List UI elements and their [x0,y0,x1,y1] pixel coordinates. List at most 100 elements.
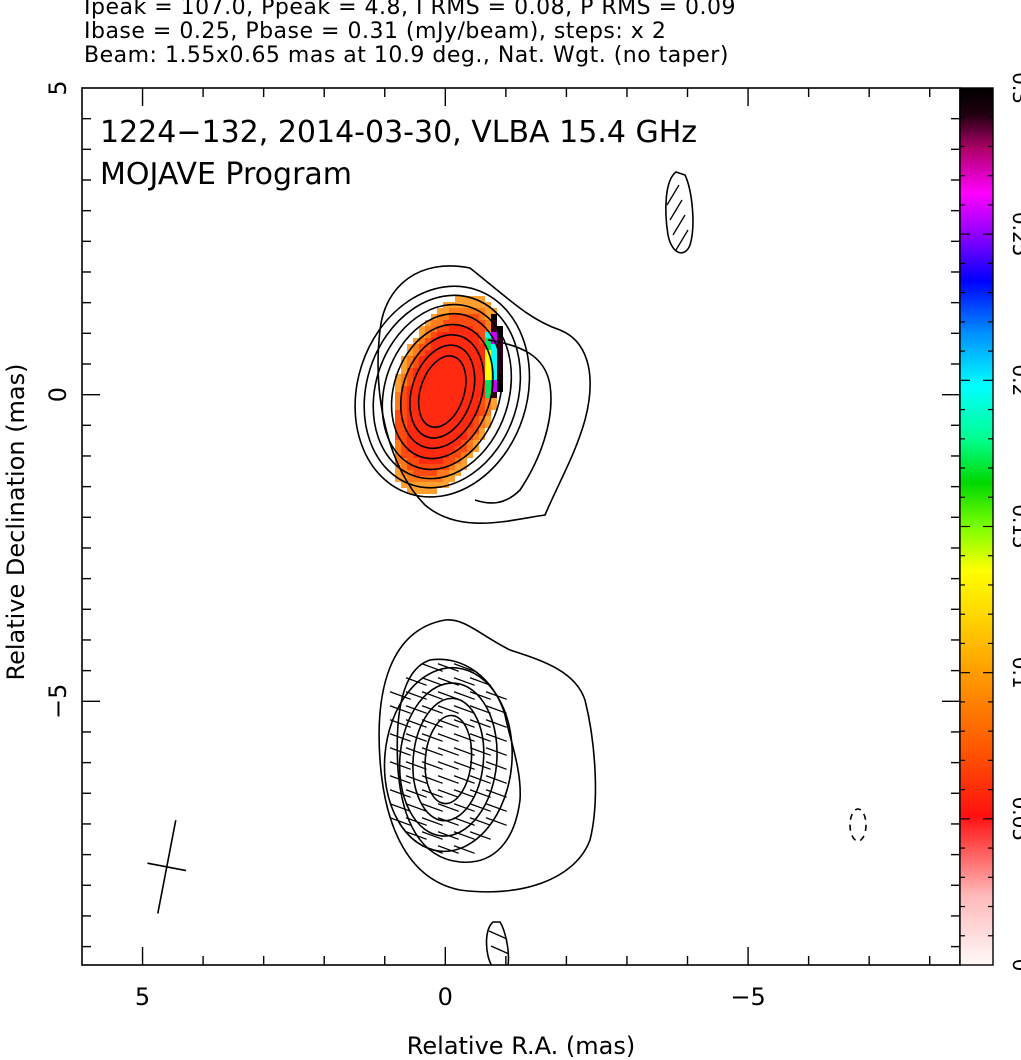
pol-pixel [461,362,467,368]
evpa-vector [405,803,427,812]
pol-pixel [497,338,503,344]
evpa-vector [389,719,411,728]
pol-pixel [419,344,425,350]
pol-pixel [461,410,467,416]
evpa-vector [485,775,507,784]
pol-pixel [413,422,419,428]
pol-pixel [449,470,455,476]
evpa-vector [669,199,683,221]
pol-pixel [473,374,479,380]
pol-pixel [419,332,425,338]
pol-pixel [431,410,437,416]
pol-pixel [443,422,449,428]
pol-pixel [461,464,467,470]
pol-pixel [401,392,407,398]
evpa-vector [453,845,475,854]
pol-pixel [461,332,467,338]
pol-pixel [455,314,461,320]
pol-pixel [419,392,425,398]
pol-pixel [431,392,437,398]
knot-contour [424,714,473,805]
pol-pixel [425,428,431,434]
pol-pixel [467,302,473,308]
pol-pixel [479,326,485,332]
pol-pixel [497,362,503,368]
evpa-vector [485,705,507,714]
pol-pixel [455,464,461,470]
pol-pixel [425,464,431,470]
pol-pixel [485,356,491,362]
pol-pixel [455,320,461,326]
pol-pixel [407,356,413,362]
evpa-vector [453,817,475,826]
pol-pixel [491,374,497,380]
evpa-vector [437,817,459,826]
pol-pixel [401,476,407,482]
pol-pixel [461,416,467,422]
pol-pixel [437,332,443,338]
pol-pixel [479,308,485,314]
pol-pixel [425,386,431,392]
pol-pixel [419,410,425,416]
pol-pixel [485,422,491,428]
pol-pixel [431,368,437,374]
evpa-vector [389,789,411,798]
pol-pixel [401,452,407,458]
pol-pixel [473,302,479,308]
pol-pixel [431,320,437,326]
pol-pixel [473,404,479,410]
pol-pixel [467,416,473,422]
pol-pixel [419,374,425,380]
pol-pixel [479,386,485,392]
pol-pixel [413,410,419,416]
pol-pixel [467,446,473,452]
colorbar-label: 0.3 [1008,72,1021,104]
pol-pixel [461,296,467,302]
evpa-vector [405,677,427,686]
pol-pixel [401,386,407,392]
core-jet-contour [474,339,552,504]
pol-pixel [425,326,431,332]
evpa-vector [437,845,459,854]
pol-pixel [401,440,407,446]
pol-pixel [485,320,491,326]
pol-pixel [473,326,479,332]
pol-pixel [467,374,473,380]
pol-pixel [455,308,461,314]
pol-pixel [413,338,419,344]
pol-pixel [473,398,479,404]
evpa-vector [469,733,491,742]
evpa-vector [488,930,508,940]
pol-pixel [419,434,425,440]
pol-pixel [449,338,455,344]
pol-pixel [425,410,431,416]
pol-pixel [407,464,413,470]
pol-pixel [431,422,437,428]
pol-pixel [425,482,431,488]
evpa-vector [485,719,507,728]
evpa-vector [453,691,475,700]
pol-pixel [443,314,449,320]
pol-pixel [485,338,491,344]
pol-pixel [395,404,401,410]
pol-pixel [449,422,455,428]
pol-pixel [467,350,473,356]
pol-pixel [407,470,413,476]
pol-pixel [407,416,413,422]
evpa-vector [453,761,475,770]
pol-pixel [437,404,443,410]
pol-pixel [467,428,473,434]
evpa-vector [485,691,507,700]
evpa-vector [485,803,507,812]
pol-pixel [467,308,473,314]
pol-pixel [491,350,497,356]
evpa-vector [437,747,459,756]
pol-pixel [413,404,419,410]
pol-pixel [431,374,437,380]
pol-pixel [461,314,467,320]
pol-pixel [467,332,473,338]
header-line-3: Beam: 1.55x0.65 mas at 10.9 deg., Nat. W… [84,43,729,68]
pol-pixel [449,320,455,326]
pol-pixel [479,368,485,374]
pol-pixel [419,488,425,494]
